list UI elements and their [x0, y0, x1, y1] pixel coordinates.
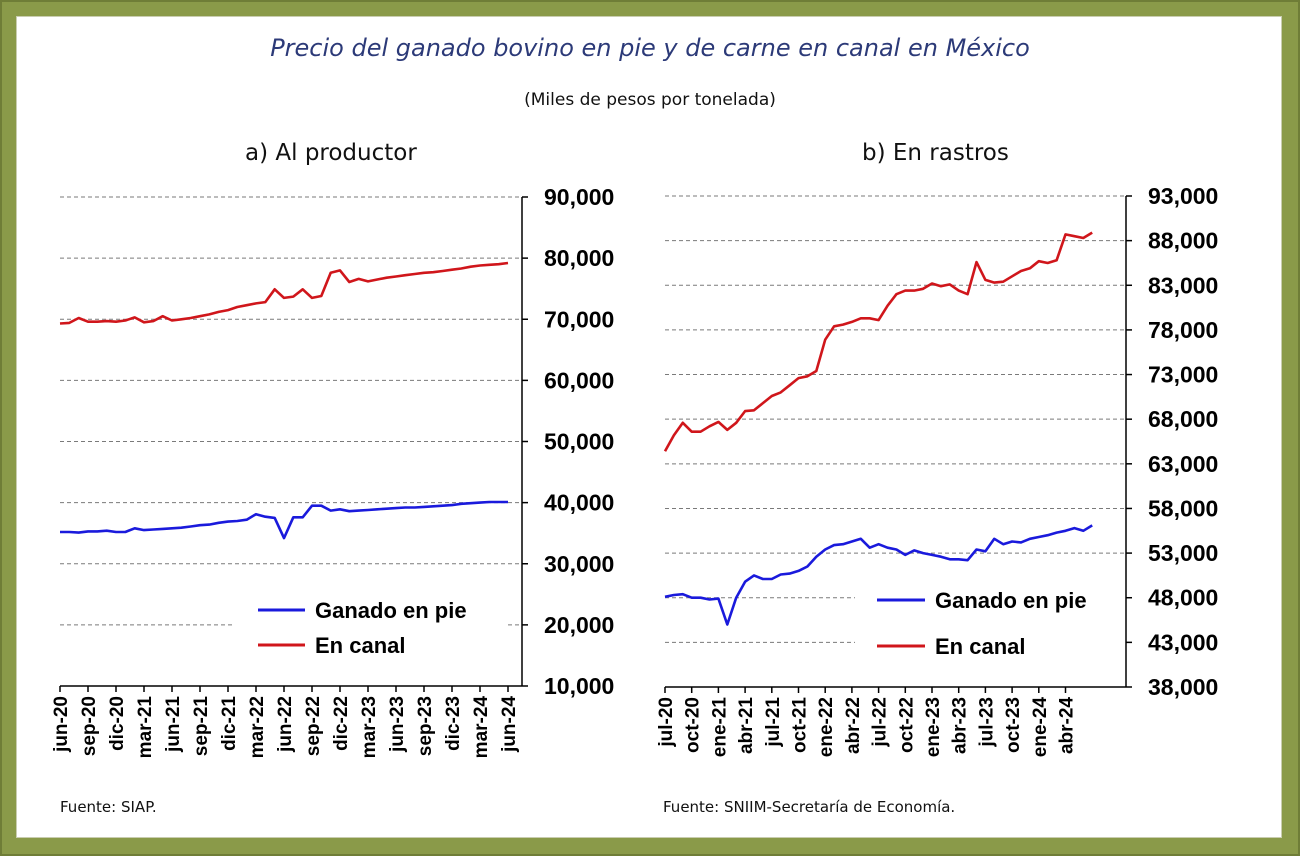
panel-b-x-tick-label: jul-23: [976, 697, 997, 748]
panel-b-series-line-ganado-en-pie: [664, 524, 1093, 626]
panel-b-x-tick-label: ene-23: [923, 697, 944, 757]
panel-b-x-tick-label: ene-21: [709, 697, 730, 758]
panel-a-y-tick-label: 90,000: [544, 184, 614, 210]
panel-b-legend-label-en-canal: En canal: [935, 634, 1025, 659]
panel-b-source: Fuente: SNIIM-Secretaría de Economía.: [663, 798, 956, 816]
panel-a-series-line-ganado-en-pie: [60, 500, 508, 540]
panel-b-x-tick-label: jul-22: [870, 697, 891, 748]
panel-a-title: a) Al productor: [245, 140, 417, 166]
panel-b-x-tick-label: ene-22: [816, 697, 837, 757]
panel-a-x-tick-label: dic-20: [107, 696, 128, 751]
panel-b-y-tick-label: 38,000: [1148, 674, 1218, 700]
panel-a-x-tick-label: jun-20: [51, 696, 72, 753]
panel-a-x-tick-label: mar-24: [471, 696, 492, 759]
panel-a-y-tick-label: 80,000: [544, 245, 614, 271]
panel-a-x-tick-label: mar-23: [359, 696, 380, 758]
panel-a-source: Fuente: SIAP.: [60, 798, 157, 816]
panel-b-x-tick-label: oct-21: [790, 697, 811, 753]
panel-a-series-line-en-canal: [59, 261, 509, 325]
panel-a-x-tick-label: jun-24: [499, 696, 520, 753]
figure-panel: [16, 16, 1282, 838]
panel-a-y-tick-label: 10,000: [544, 673, 614, 699]
panel-b-y-tick-label: 93,000: [1148, 183, 1218, 209]
panel-b-x-tick-label: abr-24: [1057, 697, 1078, 754]
panel-b-x-tick-label: jul-21: [763, 697, 784, 748]
panel-a-x-tick-label: jun-23: [387, 696, 408, 753]
panel-a-y-tick-label: 60,000: [544, 367, 614, 393]
panel-b-y-tick-label: 58,000: [1148, 495, 1218, 521]
panel-a-x-tick-label: jun-22: [275, 696, 296, 753]
panel-b-y-tick-label: 88,000: [1148, 228, 1218, 254]
figure-subtitle: (Miles de pesos por tonelada): [524, 90, 776, 110]
panel-a-legend-label-ganado-en-pie: Ganado en pie: [315, 598, 467, 623]
panel-a-y-tick-label: 50,000: [544, 429, 614, 455]
figure-title: Precio del ganado bovino en pie y de car…: [270, 34, 1030, 62]
panel-b-y-tick-label: 68,000: [1148, 406, 1218, 432]
panel-b-y-tick-label: 43,000: [1148, 629, 1218, 655]
panel-b-x-tick-label: oct-23: [1003, 697, 1024, 753]
panel-a-x-tick-label: sep-22: [303, 696, 324, 756]
panel-b-y-tick-label: 48,000: [1148, 585, 1218, 611]
panel-a-x-tick-label: dic-21: [219, 696, 240, 751]
panel-b-x-tick-label: jul-20: [656, 697, 677, 748]
panel-a-x-tick-label: sep-20: [79, 696, 100, 756]
panel-a-x-tick-label: dic-22: [331, 696, 352, 751]
panel-a-y-tick-label: 40,000: [544, 490, 614, 516]
panel-a-x-tick-label: jun-21: [163, 696, 184, 753]
panel-a-y-tick-label: 70,000: [544, 306, 614, 332]
panel-b-x-tick-label: abr-23: [950, 697, 971, 754]
panel-b-x-tick-label: ene-24: [1030, 697, 1051, 758]
panel-a-x-tick-label: sep-21: [191, 696, 212, 757]
panel-a-x-tick-label: sep-23: [415, 696, 436, 756]
panel-a-x-tick-label: dic-23: [443, 696, 464, 751]
panel-b-x-tick-label: abr-21: [736, 697, 757, 754]
panel-b-y-tick-label: 63,000: [1148, 451, 1218, 477]
panel-b-y-tick-label: 73,000: [1148, 362, 1218, 388]
panel-b-x-tick-label: abr-22: [843, 697, 864, 754]
panel-b-legend-label-ganado-en-pie: Ganado en pie: [935, 588, 1087, 613]
panel-a-x-tick-label: mar-22: [247, 696, 268, 758]
panel-b-x-tick-label: oct-20: [683, 697, 704, 753]
panel-b-y-tick-label: 78,000: [1148, 317, 1218, 343]
panel-b-series-line-en-canal: [663, 231, 1093, 452]
panel-b-y-tick-label: 83,000: [1148, 272, 1218, 298]
panel-a-y-tick-label: 20,000: [544, 612, 614, 638]
panel-a-legend-label-en-canal: En canal: [315, 633, 405, 658]
panel-b-title: b) En rastros: [862, 140, 1009, 166]
panel-a-x-tick-label: mar-21: [135, 696, 156, 759]
panel-a-y-tick-label: 30,000: [544, 551, 614, 577]
panel-b-y-tick-label: 53,000: [1148, 540, 1218, 566]
panel-b-x-tick-label: oct-22: [896, 697, 917, 753]
